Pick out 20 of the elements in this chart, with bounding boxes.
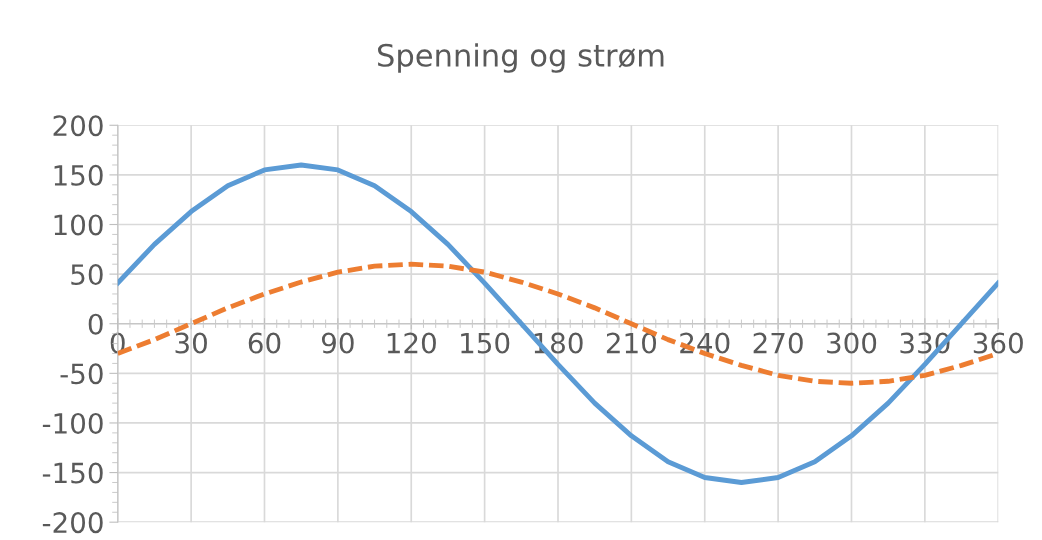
y-tick-label: -50 [60,363,103,385]
y-tick-label: -100 [42,412,103,434]
y-tick-label: 200 [53,115,103,137]
x-tick-label: 30 [175,332,207,354]
x-tick-label: 60 [248,332,281,354]
x-tick-label: 300 [827,332,877,354]
chart-title: Spenning og strøm [378,43,664,73]
x-tick-label: 120 [387,332,436,354]
x-tick-label: 150 [461,332,510,354]
y-tick-label: 150 [54,164,103,186]
y-tick-label: 100 [54,214,103,236]
x-tick-label: 90 [321,332,354,354]
x-tick-label: 360 [973,332,1023,354]
x-tick-label: 270 [753,332,803,354]
y-tick-label: 0 [88,313,103,335]
x-tick-label: 210 [606,332,657,354]
y-tick-label: -200 [42,512,103,534]
y-tick-label: -150 [42,462,103,484]
x-tick-label: 240 [680,332,730,354]
y-tick-label: 50 [71,264,103,286]
